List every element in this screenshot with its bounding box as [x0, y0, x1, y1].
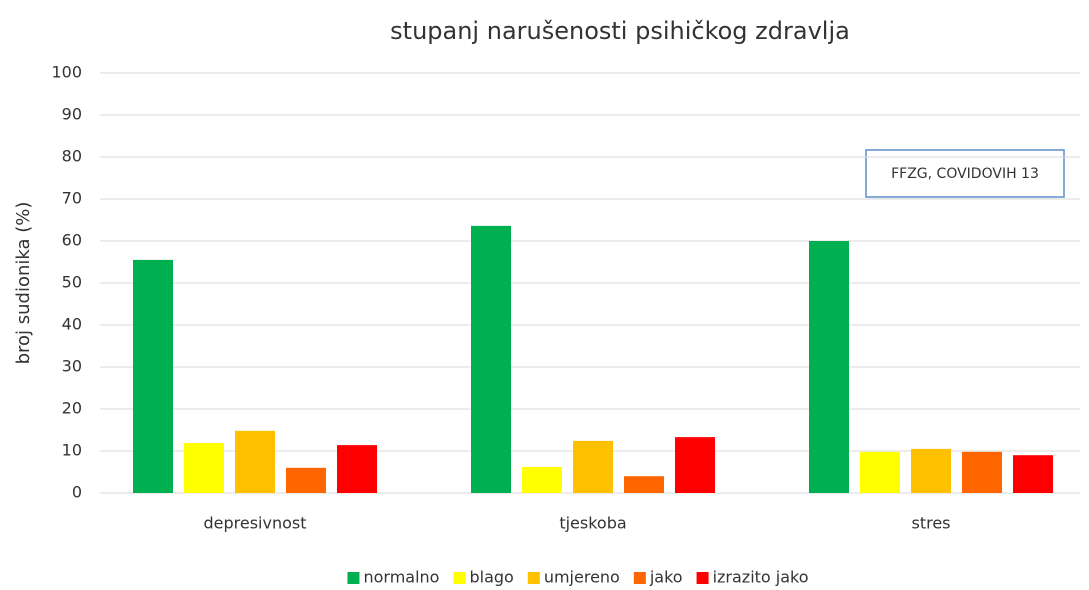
x-tick-label: tjeskoba — [559, 514, 626, 533]
y-tick-label: 40 — [62, 315, 82, 334]
bar — [573, 440, 613, 493]
legend-swatch — [453, 572, 466, 584]
bar — [337, 445, 377, 493]
chart-title: stupanj narušenosti psihičkog zdravlja — [390, 17, 850, 45]
x-tick-label: stres — [911, 514, 950, 533]
bar — [184, 443, 224, 493]
legend-swatch — [347, 572, 360, 584]
y-tick-label: 50 — [62, 273, 82, 292]
bar — [286, 467, 326, 493]
y-tick-label: 80 — [62, 147, 82, 166]
bar — [133, 259, 173, 493]
bar — [471, 225, 511, 493]
bar — [675, 437, 715, 493]
y-tick-label: 10 — [62, 441, 82, 460]
x-tick-label: depresivnost — [203, 514, 306, 533]
legend-label: normalno — [363, 568, 439, 587]
bar — [235, 430, 275, 493]
legend-swatch — [696, 572, 709, 584]
y-tick-label: 60 — [62, 231, 82, 250]
legend-label: umjereno — [544, 568, 620, 587]
annotation: FFZG, COVIDOVIH 13 — [891, 166, 1039, 182]
y-tick-label: 90 — [62, 105, 82, 124]
bar — [962, 451, 1002, 493]
legend: normalno blago umjereno jako izrazito jako — [347, 568, 809, 587]
legend-swatch — [527, 572, 540, 584]
y-tick-label: 0 — [72, 483, 82, 502]
y-tick-label: 100 — [51, 63, 82, 82]
bar — [1013, 455, 1053, 493]
bar — [860, 451, 900, 493]
bar — [624, 476, 664, 493]
bar — [522, 466, 562, 493]
y-tick-label: 70 — [62, 189, 82, 208]
bar — [809, 241, 849, 493]
y-tick-label: 30 — [62, 357, 82, 376]
bar — [911, 448, 951, 493]
legend-label: izrazito jako — [713, 568, 809, 587]
legend-swatch — [633, 572, 646, 584]
y-tick-label: 20 — [62, 399, 82, 418]
legend-label: blago — [469, 568, 513, 587]
y-axis-label: broj sudionika (%) — [13, 202, 34, 365]
annotation-box — [865, 149, 1065, 198]
legend-label: jako — [649, 568, 683, 587]
